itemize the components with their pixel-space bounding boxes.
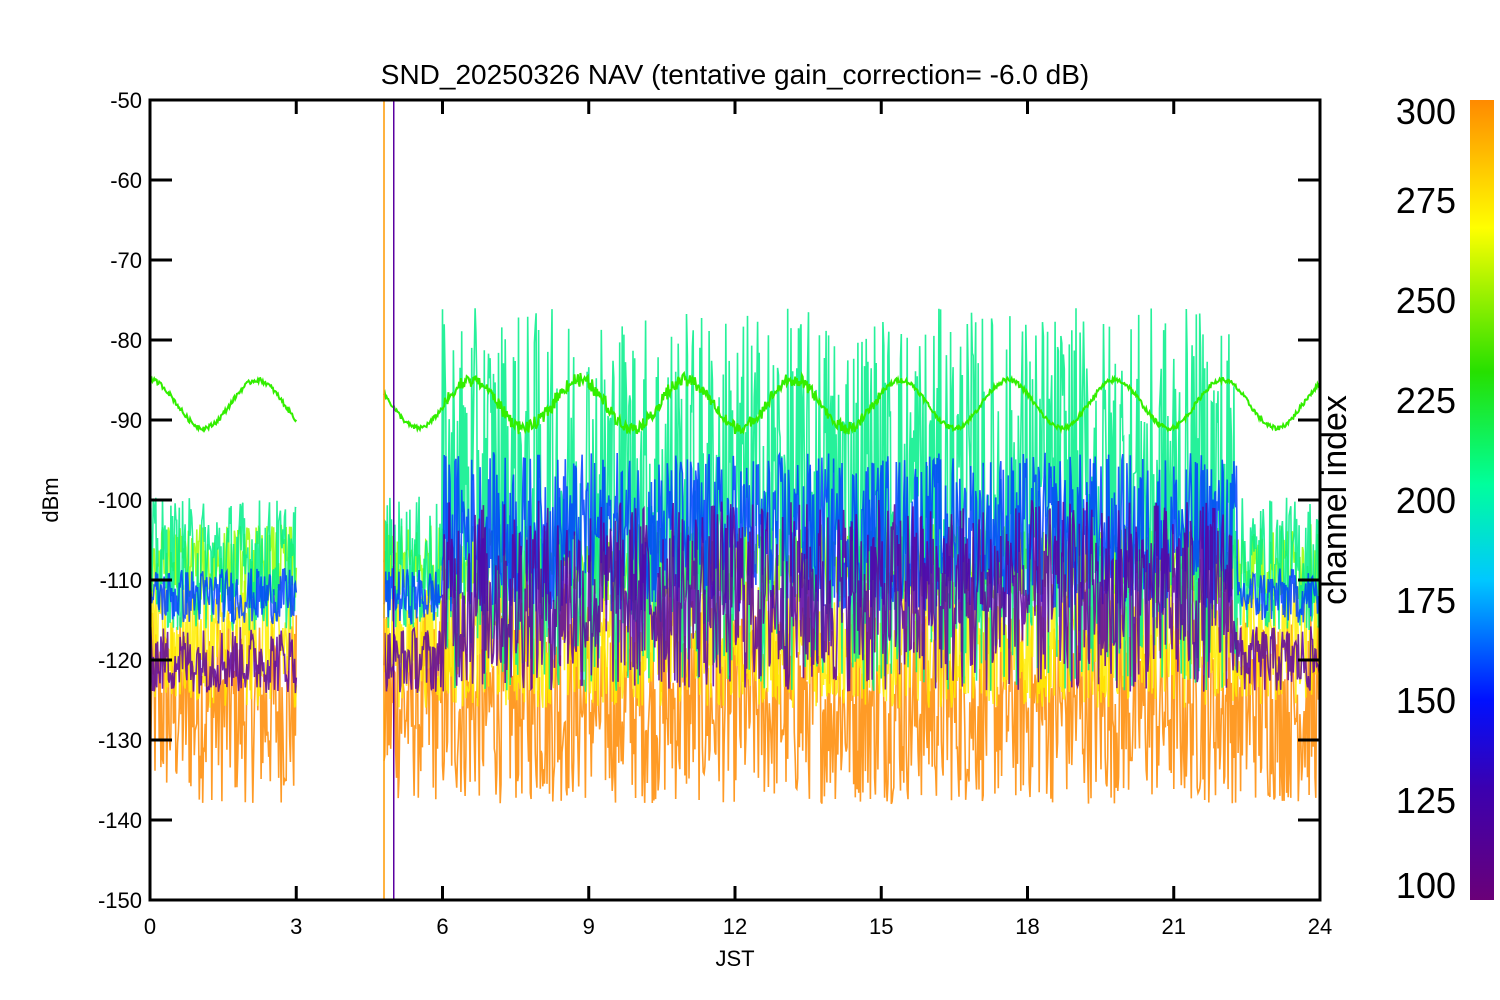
- colorbar-tick-label: 125: [1396, 780, 1456, 821]
- colorbar-tick-label: 250: [1396, 280, 1456, 321]
- x-tick-label: 21: [1162, 914, 1186, 939]
- colorbar-tick-label: 100: [1396, 865, 1456, 906]
- series-line: [150, 370, 1320, 436]
- x-tick-label: 24: [1308, 914, 1332, 939]
- y-axis-title: dBm: [38, 477, 63, 522]
- y-tick-label: -100: [98, 488, 142, 513]
- x-tick-label: 3: [290, 914, 302, 939]
- colorbar-tick-label: 200: [1396, 480, 1456, 521]
- colorbar-gradient: [1470, 100, 1494, 900]
- y-tick-label: -140: [98, 808, 142, 833]
- y-axis: -150 -140 -130 -120 -110 -100 -90 -80 -70 -60 -50: [98, 88, 1320, 913]
- colorbar-tick-label: 175: [1396, 580, 1456, 621]
- colorbar-title: channel index: [1316, 395, 1354, 605]
- x-tick-label: 15: [869, 914, 893, 939]
- y-tick-label: -60: [110, 168, 142, 193]
- plot-data: [150, 100, 1320, 900]
- series-line: [150, 308, 1320, 692]
- y-tick-label: -50: [110, 88, 142, 113]
- series-line: [150, 499, 1320, 694]
- colorbar-tick-label: 300: [1396, 91, 1456, 132]
- colorbar-tick-label: 275: [1396, 180, 1456, 221]
- x-tick-label: 9: [583, 914, 595, 939]
- y-tick-label: -70: [110, 248, 142, 273]
- colorbar-tick-label: 150: [1396, 680, 1456, 721]
- x-tick-label: 12: [723, 914, 747, 939]
- colorbar-tick-label: 225: [1396, 380, 1456, 421]
- x-axis: 0 3 6 9 12 15 18 21 24: [144, 100, 1332, 939]
- y-tick-label: -90: [110, 408, 142, 433]
- y-tick-label: -80: [110, 328, 142, 353]
- x-axis-title: JST: [715, 946, 754, 971]
- y-tick-label: -120: [98, 648, 142, 673]
- chart-title: SND_20250326 NAV (tentative gain_correct…: [381, 59, 1089, 90]
- colorbar: channel index 100 125 150 175 200 225 250 275 30…: [1316, 91, 1494, 906]
- x-tick-label: 6: [436, 914, 448, 939]
- x-tick-label: 18: [1015, 914, 1039, 939]
- y-tick-label: -110: [100, 568, 142, 593]
- y-tick-label: -150: [98, 888, 142, 913]
- x-tick-label: 0: [144, 914, 156, 939]
- y-tick-label: -130: [98, 728, 142, 753]
